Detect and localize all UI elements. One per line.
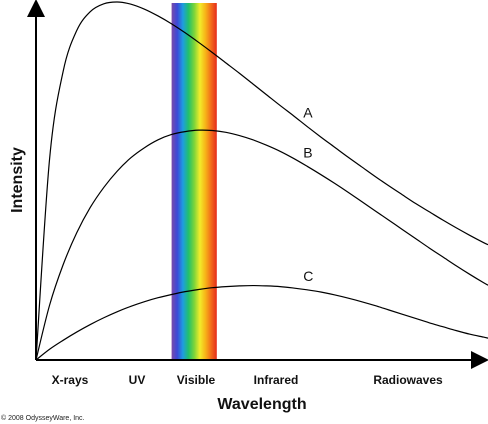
x-axis-title: Wavelength <box>217 396 306 413</box>
x-category-label: Infrared <box>254 373 299 387</box>
visible-spectrum-band <box>171 3 217 360</box>
x-category-label: UV <box>129 373 146 387</box>
intensity-curves <box>35 1 488 361</box>
curve-a <box>35 1 488 361</box>
curve-labels: A B C <box>303 105 313 284</box>
visible-band-rect <box>171 3 217 360</box>
x-category-label: Visible <box>177 373 216 387</box>
curve-label-a: A <box>303 105 313 121</box>
curve-b <box>35 129 488 361</box>
x-category-labels: X-rays UV Visible Infrared Radiowaves <box>52 373 443 387</box>
x-category-label: X-rays <box>52 373 89 387</box>
y-axis-title: Intensity <box>9 147 26 213</box>
copyright-text: © 2008 OdysseyWare, Inc. <box>1 414 85 422</box>
curve-label-c: C <box>303 268 313 284</box>
curve-label-b: B <box>303 144 312 160</box>
x-category-label: Radiowaves <box>373 373 443 387</box>
curve-c <box>35 284 488 361</box>
